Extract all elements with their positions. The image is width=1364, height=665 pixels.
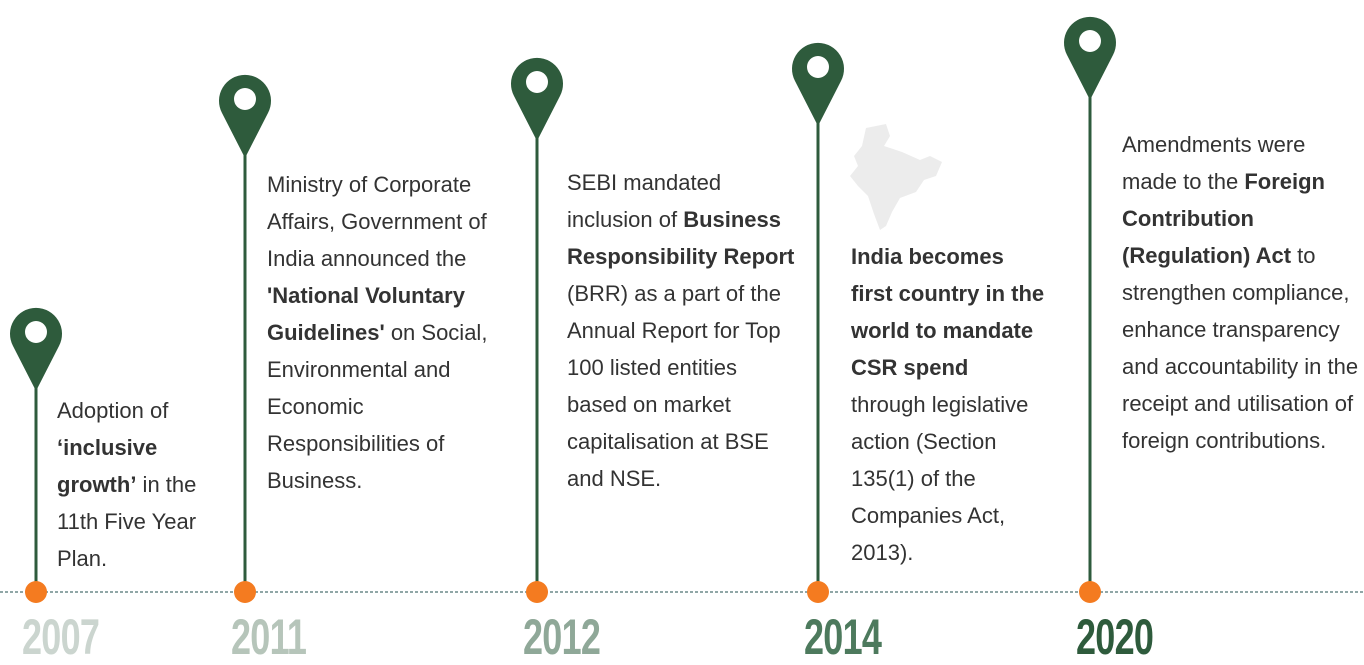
pin-head [219, 74, 271, 158]
pin-hole [807, 56, 829, 78]
bold-text: Foreign Contribution (Regulation) Act [1122, 169, 1325, 268]
text-segment: on Social, Environmental and Economic Re… [267, 320, 488, 493]
timeline-dot [234, 581, 256, 603]
year-label: 2011 [231, 609, 307, 665]
timeline-dot [526, 581, 548, 603]
text-segment: in the 11th Five Year Plan. [57, 472, 197, 571]
india-map [850, 124, 942, 230]
event-text: Adoption of ‘inclusive growth’ in the 11… [57, 392, 237, 577]
timeline-dot [807, 581, 829, 603]
pin-head [1064, 16, 1116, 101]
pin-hole [526, 71, 548, 93]
text-segment: to strengthen compliance, enhance transp… [1122, 243, 1359, 453]
text-segment: Amendments were made to the [1122, 132, 1306, 194]
pin-hole [234, 88, 256, 110]
timeline-dot [1079, 581, 1101, 603]
text-segment: through legislative action (Section 135(… [851, 392, 1029, 565]
event-text: SEBI mandated inclusion of Business Resp… [567, 164, 802, 497]
bold-text: 'National Voluntary Guidelines' [267, 283, 465, 345]
timeline-dot [25, 581, 47, 603]
event-text: India becomes first country in the world… [851, 238, 1046, 571]
pin-hole [25, 321, 47, 343]
event-text: Ministry of Corporate Affairs, Governmen… [267, 166, 517, 499]
year-label: 2007 [22, 609, 100, 665]
bold-text: India becomes first country in the world… [851, 244, 1045, 380]
bold-text: Business Responsibility Report [567, 207, 795, 269]
text-segment: Adoption of [57, 398, 169, 423]
pin-hole [1079, 30, 1101, 52]
bold-text: ‘inclusive growth’ [57, 435, 158, 497]
pin-head [792, 42, 845, 127]
text-segment: Ministry of Corporate Affairs, Governmen… [267, 172, 487, 271]
event-text: Amendments were made to the Foreign Cont… [1122, 126, 1364, 459]
year-label: 2012 [523, 609, 601, 665]
text-segment: SEBI mandated inclusion of [567, 170, 722, 232]
year-label: 2014 [804, 609, 882, 665]
pin-head [10, 307, 63, 391]
year-label: 2020 [1076, 609, 1154, 665]
pin-head [511, 57, 563, 142]
text-segment: (BRR) as a part of the Annual Report for… [567, 281, 781, 491]
